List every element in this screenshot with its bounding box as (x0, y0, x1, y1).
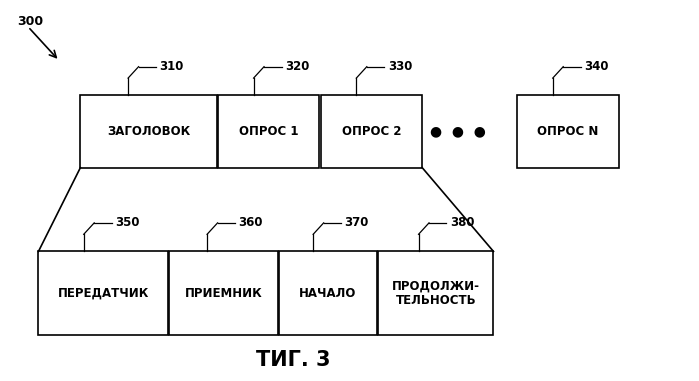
Text: 370: 370 (345, 216, 369, 229)
Text: ПЕРЕДАТЧИК: ПЕРЕДАТЧИК (57, 287, 149, 300)
Text: 360: 360 (238, 216, 263, 229)
Bar (169, 251, 278, 335)
Text: 300: 300 (17, 15, 43, 28)
Text: ПРОДОЛЖИ-
ТЕЛЬНОСТЬ: ПРОДОЛЖИ- ТЕЛЬНОСТЬ (392, 279, 480, 307)
Bar (80, 95, 217, 168)
Bar (378, 251, 493, 335)
Text: ОПРОС 1: ОПРОС 1 (239, 125, 298, 138)
Text: 320: 320 (285, 60, 310, 73)
Bar (279, 251, 377, 335)
Text: ПРИЕМНИК: ПРИЕМНИК (185, 287, 262, 300)
Text: ●  ●  ●: ● ● ● (430, 125, 486, 138)
Text: ОПРОС N: ОПРОС N (538, 125, 598, 138)
Text: НАЧАЛО: НАЧАЛО (299, 287, 356, 300)
Bar (517, 95, 619, 168)
Text: ЗАГОЛОВОК: ЗАГОЛОВОК (107, 125, 190, 138)
Text: 380: 380 (450, 216, 475, 229)
Text: 310: 310 (159, 60, 184, 73)
Text: 340: 340 (584, 60, 609, 73)
Text: ΤИГ. 3: ΤИГ. 3 (257, 350, 331, 370)
Bar (38, 251, 168, 335)
Text: ОПРОС 2: ОПРОС 2 (342, 125, 401, 138)
Bar (218, 95, 319, 168)
Bar (321, 95, 422, 168)
Text: 350: 350 (115, 216, 140, 229)
Text: 330: 330 (388, 60, 412, 73)
